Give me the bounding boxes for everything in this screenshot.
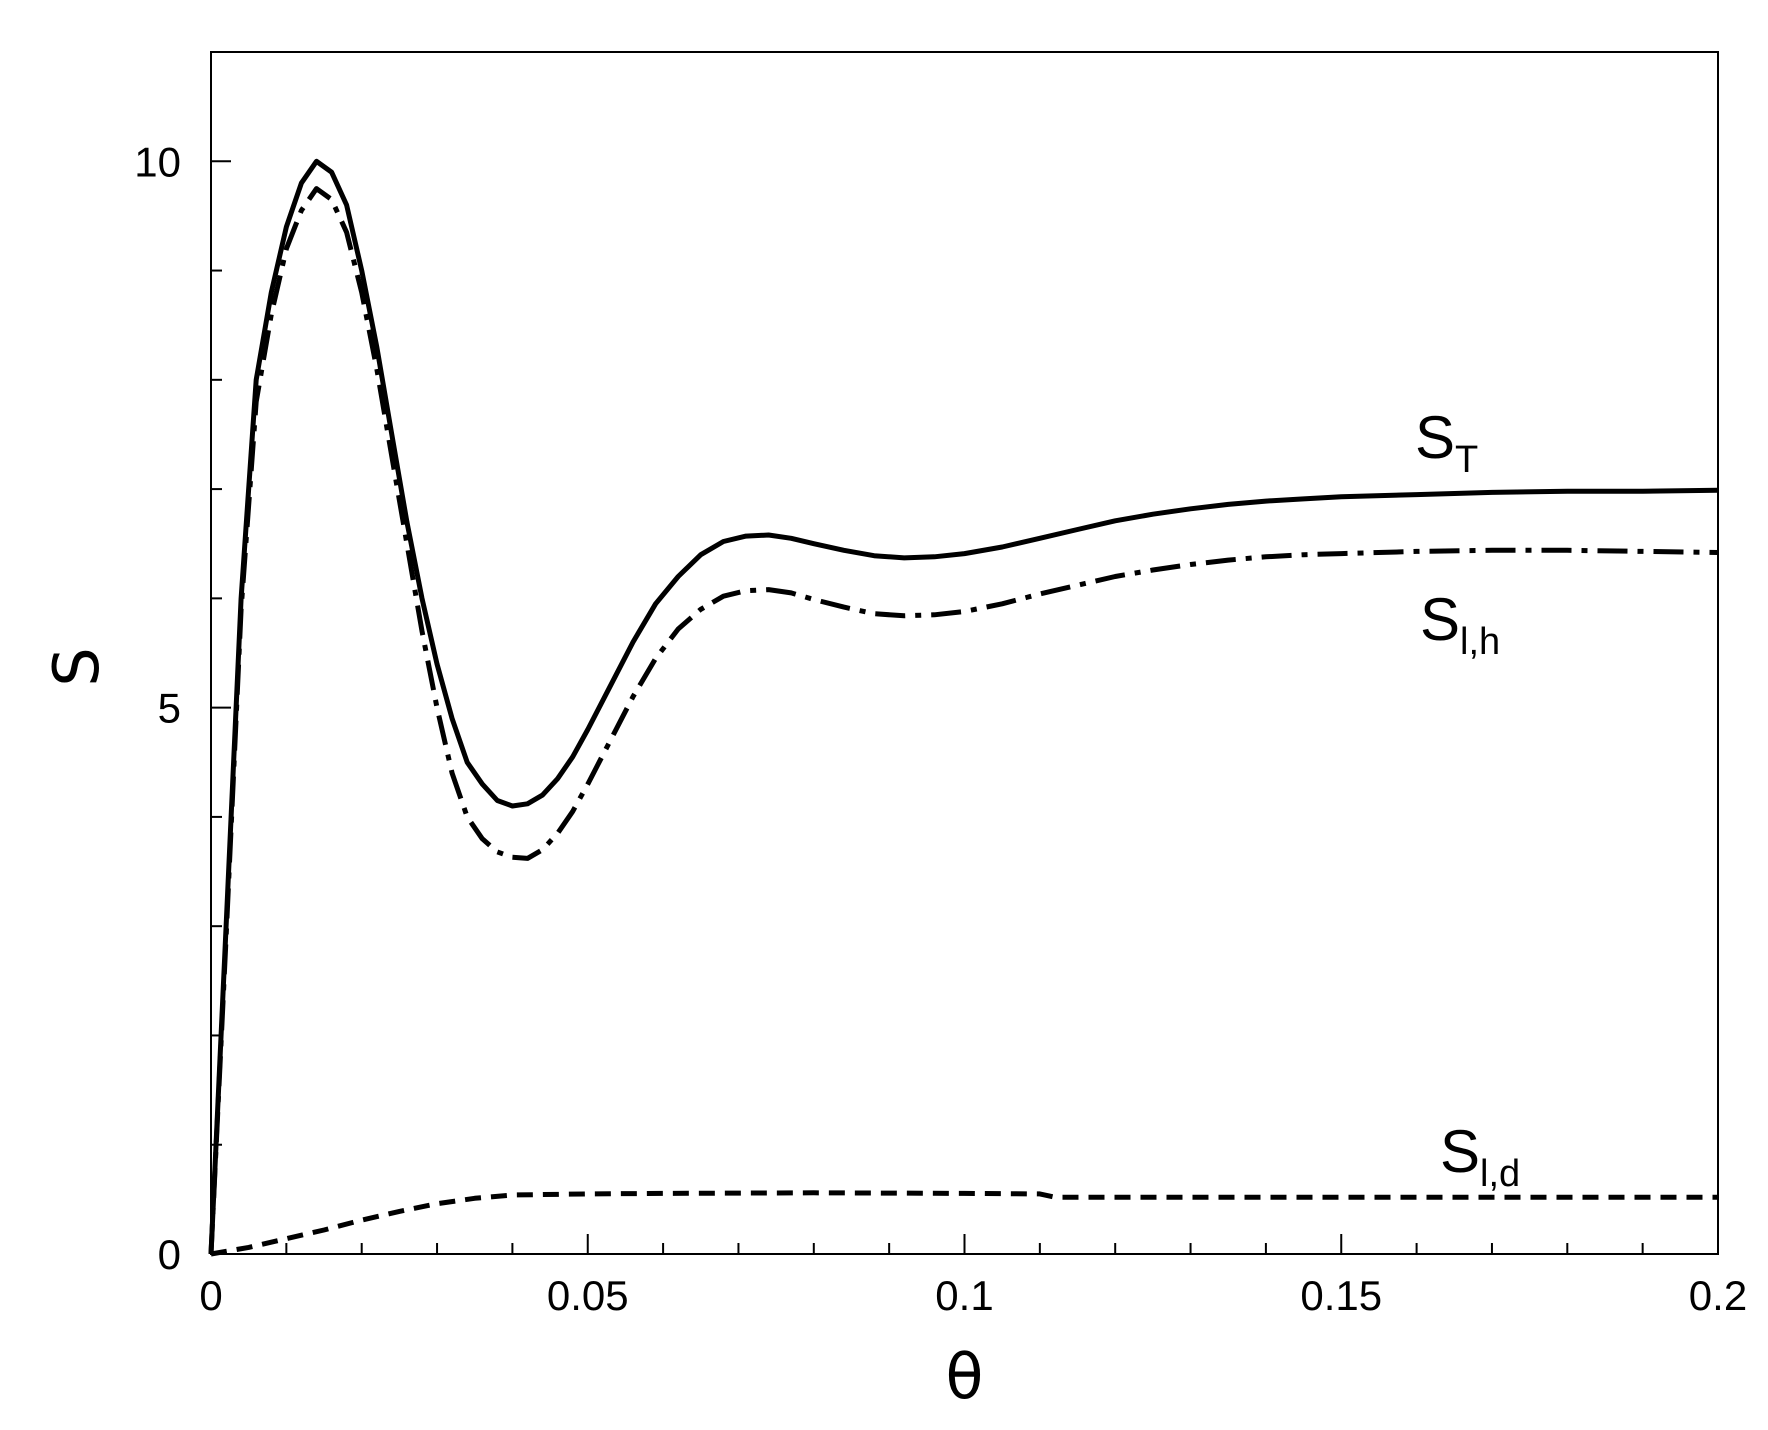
x-tick-label: 0.2 — [1689, 1272, 1747, 1319]
x-tick-label: 0.05 — [547, 1272, 629, 1319]
series-label-slh-sub: l,h — [1460, 621, 1500, 663]
series-label-slh: Sl,h — [1420, 586, 1500, 663]
x-axis-label: θ — [946, 1340, 984, 1413]
x-axis-ticks — [210, 1234, 1719, 1254]
x-axis-tick-labels: 0 0.05 0.1 0.15 0.2 — [199, 1272, 1747, 1319]
series-label-sld-sub: l,d — [1480, 1153, 1520, 1195]
series-line-0 — [208, 158, 1719, 1255]
series-lines — [208, 158, 1719, 1257]
y-axis-tick-labels: 0 5 10 — [134, 138, 181, 1278]
series-line-1 — [208, 186, 1719, 1255]
y-tick-label: 0 — [158, 1231, 181, 1278]
x-tick-label: 0 — [199, 1272, 222, 1319]
y-tick-label: 5 — [158, 685, 181, 732]
series-label-st-main: S — [1415, 404, 1455, 471]
series-label-st: ST — [1415, 404, 1478, 481]
y-axis-label: S — [40, 647, 113, 686]
x-tick-label: 0.15 — [1300, 1272, 1382, 1319]
series-line-2 — [210, 1190, 1718, 1257]
series-label-st-sub: T — [1455, 439, 1478, 481]
x-tick-label: 0.1 — [935, 1272, 993, 1319]
series-label-sld: Sl,d — [1440, 1118, 1520, 1195]
series-label-sld-main: S — [1440, 1118, 1480, 1185]
series-label-slh-main: S — [1420, 586, 1460, 653]
y-tick-label: 10 — [134, 138, 181, 185]
